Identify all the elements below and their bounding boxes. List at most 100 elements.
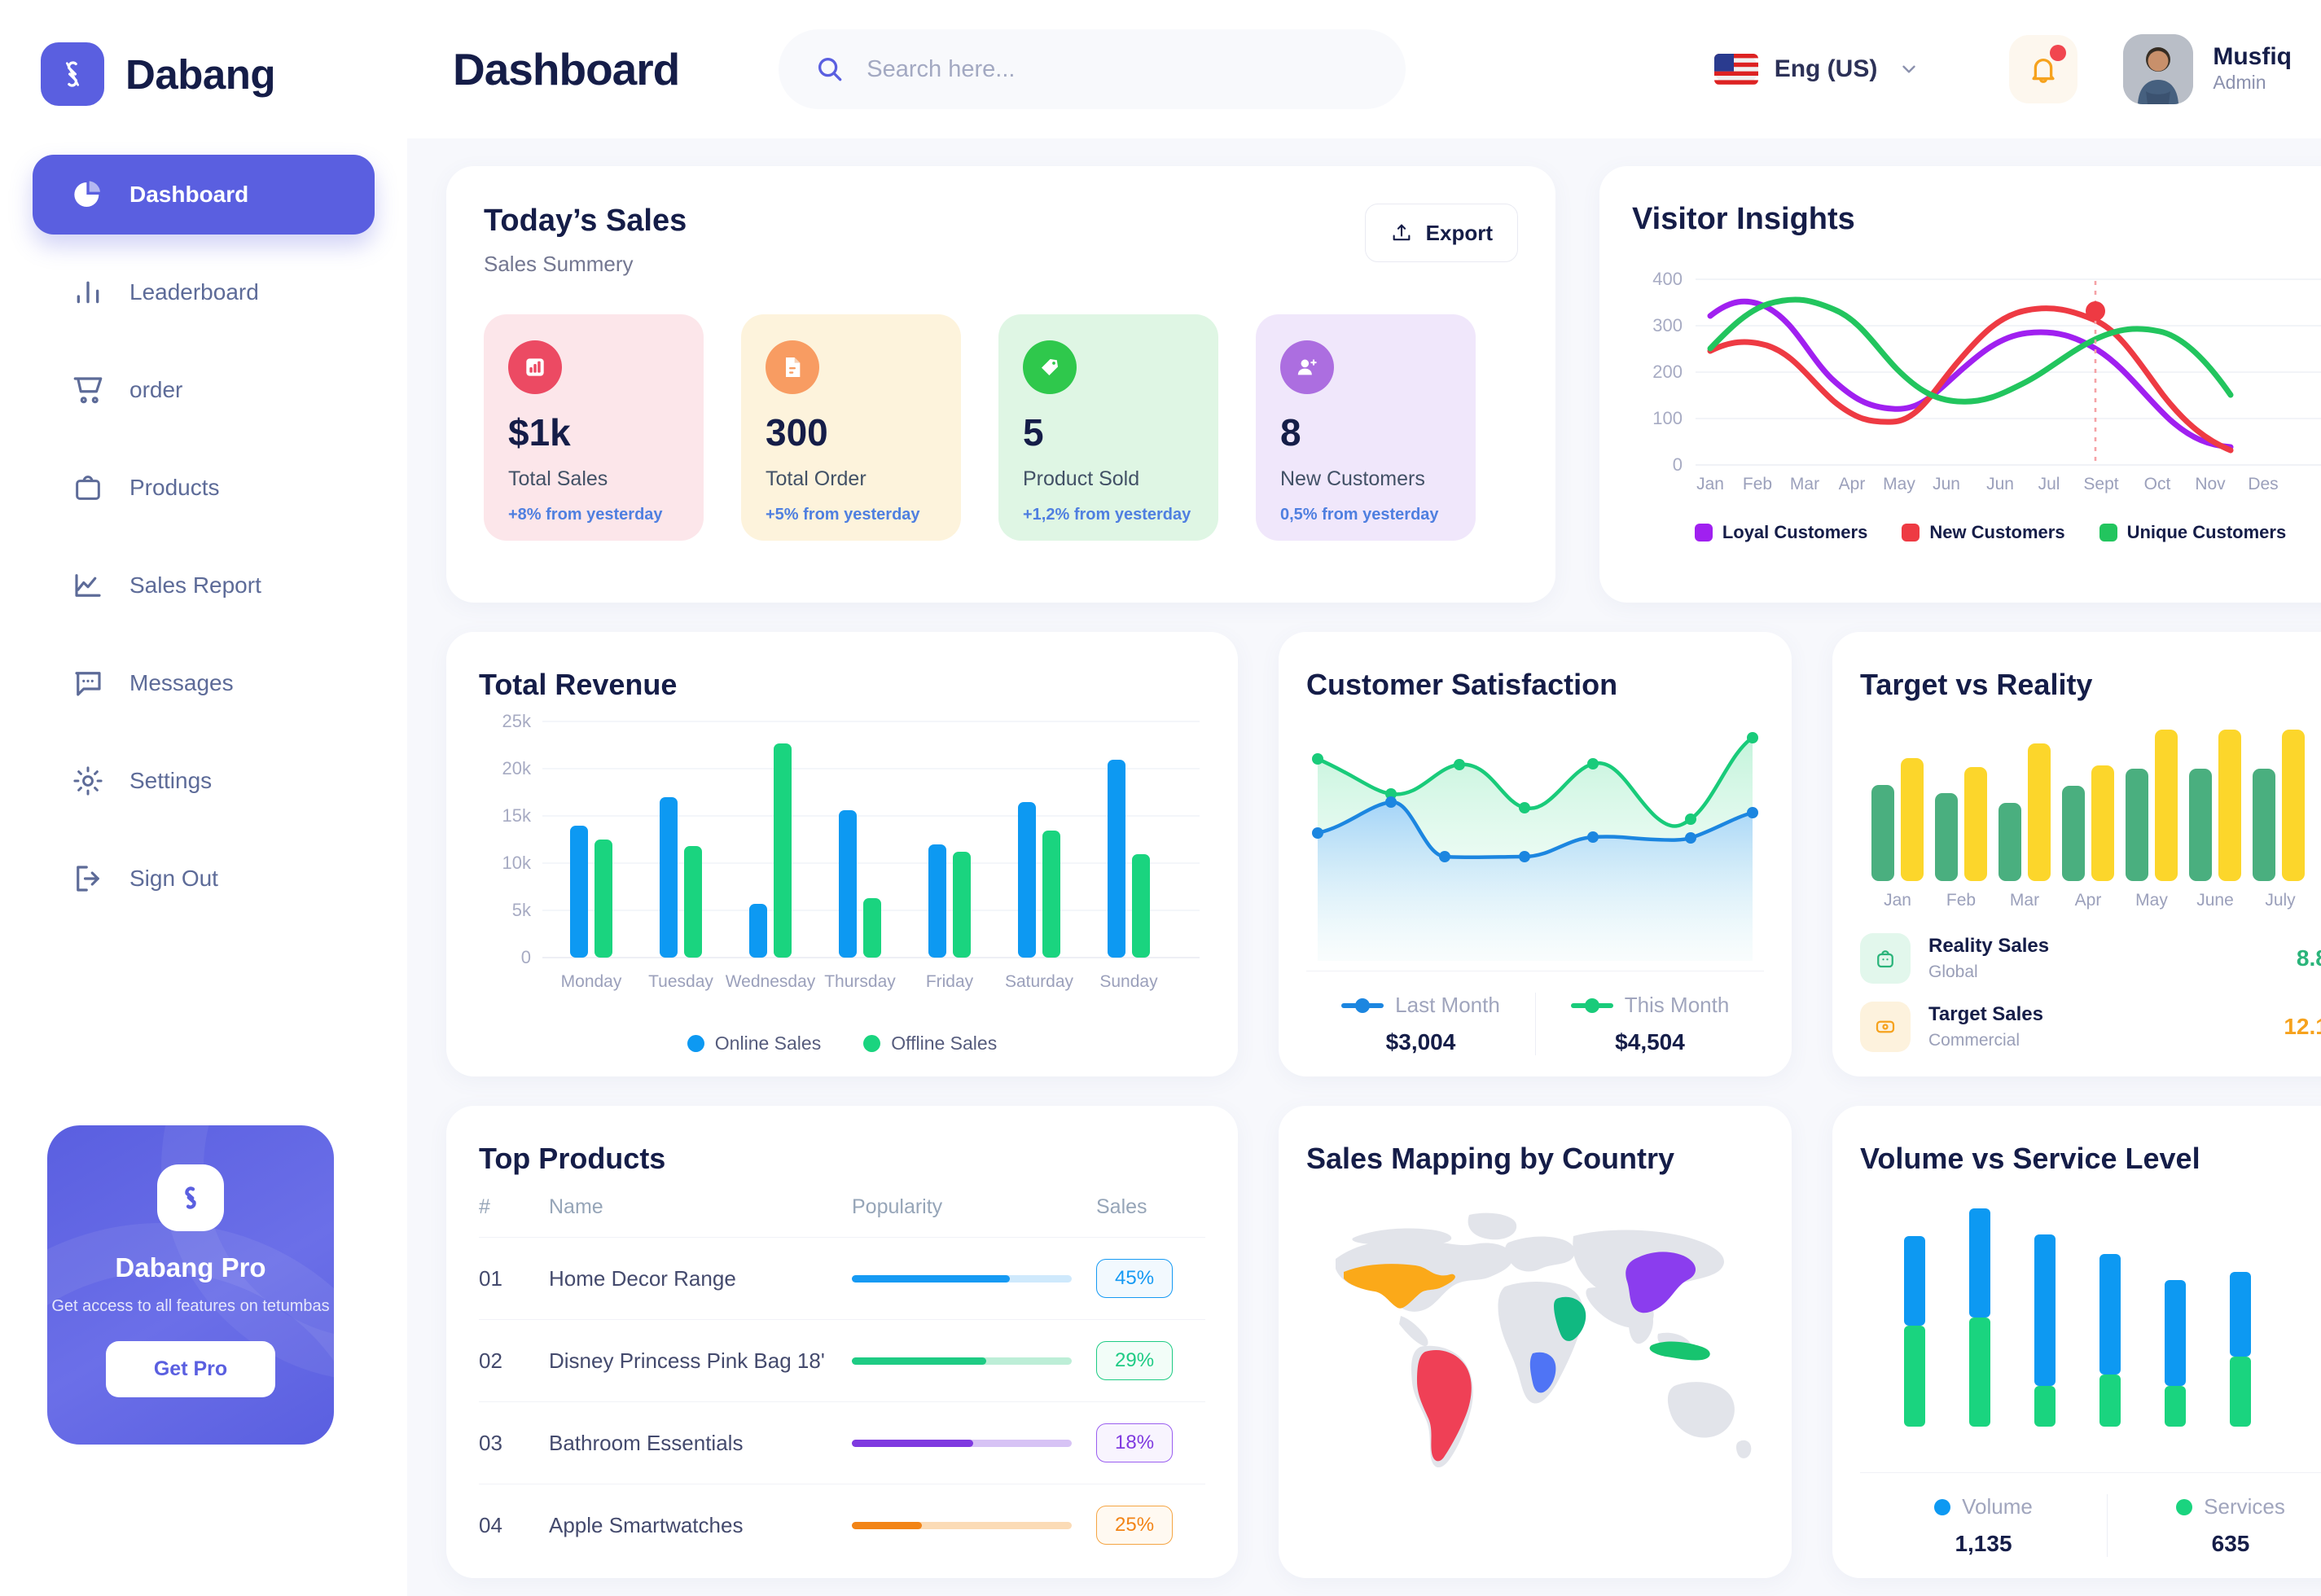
summary-volume: Volume 1,135: [1860, 1494, 2107, 1557]
bar-reality: [2126, 769, 2148, 881]
bar-reality: [2062, 786, 2085, 881]
legend-item: Loyal Customers: [1694, 522, 1868, 543]
bar-target: [2091, 765, 2114, 881]
cell-popularity: [852, 1401, 1096, 1484]
bar-volume: [1969, 1208, 1990, 1318]
region-united-states: [1344, 1264, 1455, 1309]
dashboard-content: Today’s Sales Sales Summery Export: [407, 138, 2321, 1596]
row-2: Total Revenue: [446, 632, 2321, 1076]
bar-services: [2099, 1375, 2121, 1427]
chevron-down-icon: [1898, 59, 1920, 80]
todays-sales-header: Today’s Sales Sales Summery Export: [484, 204, 1518, 277]
table-row[interactable]: 03 Bathroom Essentials 18%: [479, 1401, 1205, 1484]
summary-label-wrap: Last Month: [1306, 993, 1535, 1018]
bar-services: [1904, 1326, 1925, 1427]
table-row[interactable]: 01 Home Decor Range 45%: [479, 1237, 1205, 1320]
todays-sales-card: Today’s Sales Sales Summery Export: [446, 166, 1555, 603]
legend-name: Target Sales: [1928, 1003, 2043, 1025]
total-revenue-legend: Online Sales Offline Sales: [479, 1033, 1205, 1054]
stat-card-product-sold[interactable]: 5 Product Sold +1,2% from yesterday: [998, 314, 1218, 541]
legend-value: 8.823: [2296, 945, 2321, 971]
bar-services: [2034, 1386, 2056, 1427]
legend-label: Last Month: [1395, 993, 1500, 1017]
table-row[interactable]: 02 Disney Princess Pink Bag 18' 29%: [479, 1319, 1205, 1402]
svg-text:Apr: Apr: [1839, 475, 1866, 493]
bar-offline: [1132, 854, 1150, 958]
sidebar-item-label: Products: [129, 475, 220, 500]
sidebar-item-label: order: [129, 377, 183, 402]
stat-card-new-customers[interactable]: 8 New Customers 0,5% from yesterday: [1256, 314, 1476, 541]
sidebar-item-dashboard[interactable]: Dashboard: [33, 155, 375, 235]
svg-text:Sept: Sept: [2083, 475, 2118, 493]
user-menu[interactable]: Musfiq Admin: [2123, 34, 2321, 104]
svg-text:Jun: Jun: [1986, 475, 2014, 493]
svg-text:May: May: [1883, 475, 1915, 493]
bar-reality: [2189, 769, 2212, 881]
y-tick-labels: 400 300 200 100 0: [1652, 269, 1683, 475]
stat-card-total-order[interactable]: 300 Total Order +5% from yesterday: [741, 314, 961, 541]
promo-card-dabang-pro: Dabang Pro Get access to all features on…: [47, 1125, 334, 1445]
bag-icon: [1860, 933, 1911, 984]
sidebar-item-settings[interactable]: Settings: [33, 741, 375, 821]
region-indonesia: [1649, 1341, 1710, 1361]
search-input[interactable]: Search here...: [867, 55, 1016, 82]
legend-label: Loyal Customers: [1722, 522, 1868, 542]
bar-target: [1901, 758, 1924, 881]
cell-index: 03: [479, 1401, 549, 1484]
region-china: [1626, 1252, 1696, 1313]
sidebar-item-messages[interactable]: Messages: [33, 643, 375, 723]
bar-reality: [1935, 793, 1958, 881]
svg-text:Wednesday: Wednesday: [726, 972, 816, 991]
bar-target: [2155, 730, 2178, 881]
visitor-insights-legend: Loyal Customers New Customers Unique Cus…: [1632, 522, 2321, 543]
card-title: Total Revenue: [479, 668, 678, 701]
chat-icon: [69, 664, 107, 702]
bar-online: [1018, 802, 1036, 958]
col-name: Name: [549, 1195, 603, 1218]
export-label: Export: [1425, 220, 1493, 245]
legend-item: Unique Customers: [2099, 522, 2287, 543]
map-highlights: [1344, 1252, 1710, 1462]
volume-vs-service-chart: [1860, 1200, 2321, 1436]
volume-vs-service-summary: Volume 1,135 Services 635: [1860, 1472, 2321, 1578]
visitor-insights-card: Visitor Insights 400: [1599, 166, 2321, 603]
legend-text: Target Sales Commercial: [1928, 1003, 2043, 1050]
search-box[interactable]: Search here...: [779, 29, 1406, 109]
sidebar-item-sign-out[interactable]: Sign Out: [33, 839, 375, 919]
brand[interactable]: Dabang: [0, 0, 407, 106]
table-row[interactable]: 04 Apple Smartwatches 25%: [479, 1484, 1205, 1566]
cart-icon: [69, 371, 107, 409]
notification-badge: [2050, 45, 2067, 61]
bar-offline: [595, 840, 612, 958]
export-button[interactable]: Export: [1364, 204, 1518, 262]
legend-label: Unique Customers: [2126, 522, 2287, 542]
sidebar-item-products[interactable]: Products: [33, 448, 375, 528]
summary-value: 635: [2211, 1531, 2250, 1556]
world-map[interactable]: [1306, 1197, 1764, 1506]
svg-text:300: 300: [1652, 315, 1683, 335]
svg-text:Sunday: Sunday: [1099, 972, 1158, 991]
logout-icon: [69, 860, 107, 897]
legend-marker-this-month: [1570, 998, 1613, 1013]
sidebar-item-sales-report[interactable]: Sales Report: [33, 546, 375, 625]
stat-value: 8: [1280, 411, 1301, 454]
bar-services: [2165, 1386, 2186, 1427]
legend-item: Offline Sales: [863, 1033, 997, 1054]
legend-item: New Customers: [1902, 522, 2065, 543]
legend-sub: Commercial: [1928, 1031, 2020, 1050]
svg-text:Apr: Apr: [2075, 891, 2102, 910]
card-title: Target vs Reality: [1860, 668, 2093, 701]
sidebar-item-order[interactable]: order: [33, 350, 375, 430]
stat-card-total-sales[interactable]: $1k Total Sales +8% from yesterday: [484, 314, 704, 541]
svg-text:400: 400: [1652, 269, 1683, 289]
notifications-button[interactable]: [2009, 35, 2078, 103]
bar-online: [928, 844, 946, 958]
language-selector[interactable]: Eng (US): [1713, 54, 1920, 85]
svg-text:25k: 25k: [502, 711, 532, 731]
legend-label: Online Sales: [714, 1033, 822, 1054]
svg-text:Mar: Mar: [2010, 891, 2039, 910]
get-pro-button[interactable]: Get Pro: [106, 1341, 275, 1397]
sidebar-item-leaderboard[interactable]: Leaderboard: [33, 252, 375, 332]
svg-text:0: 0: [521, 947, 531, 967]
cell-index: 01: [479, 1237, 549, 1320]
